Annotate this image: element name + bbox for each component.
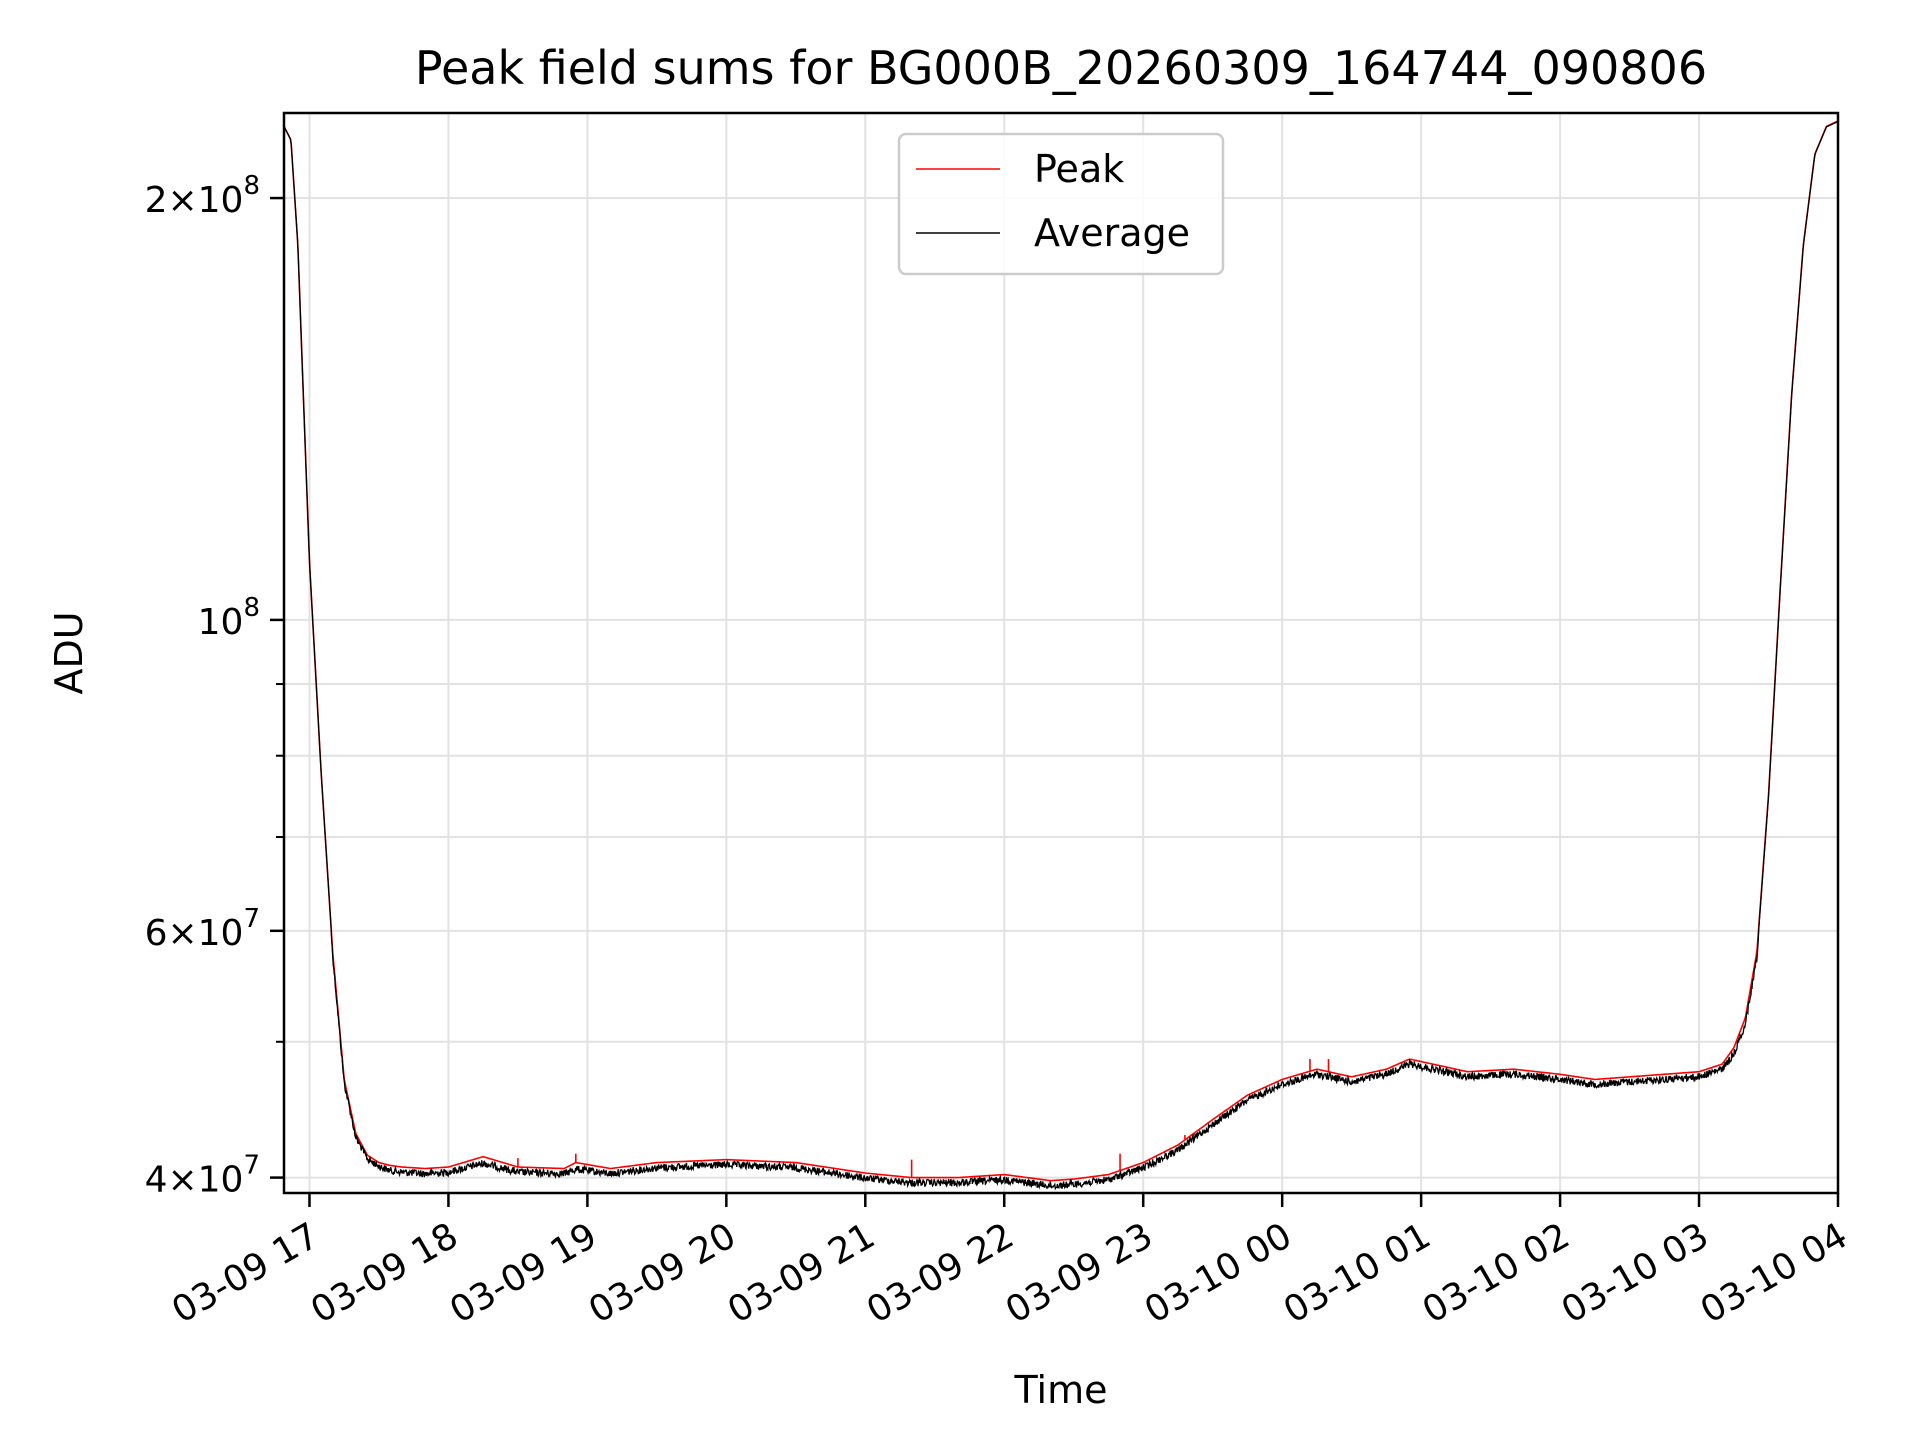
plot-frame — [282, 111, 1840, 1195]
legend-label-peak: Peak — [1034, 147, 1124, 191]
y-tick-label: 6×107 — [145, 904, 260, 954]
y-axis: 4×107 6×107 108 2×108 — [145, 171, 284, 1201]
grid — [284, 113, 1839, 1193]
y-tick-label: 4×107 — [145, 1151, 260, 1201]
series-layer — [284, 120, 1838, 1191]
legend: Peak Average — [897, 132, 1225, 276]
chart-title: Peak field sums for BG000B_20260309_1647… — [415, 41, 1707, 95]
legend-label-average: Average — [1034, 211, 1190, 255]
series-line-average — [284, 120, 1838, 1191]
y-tick-label: 2×108 — [145, 171, 260, 221]
y-tick-label: 108 — [198, 593, 260, 643]
y-axis-label: ADU — [47, 611, 91, 694]
x-axis-label: Time — [1014, 1368, 1108, 1412]
series-line-peak — [284, 120, 1838, 1182]
